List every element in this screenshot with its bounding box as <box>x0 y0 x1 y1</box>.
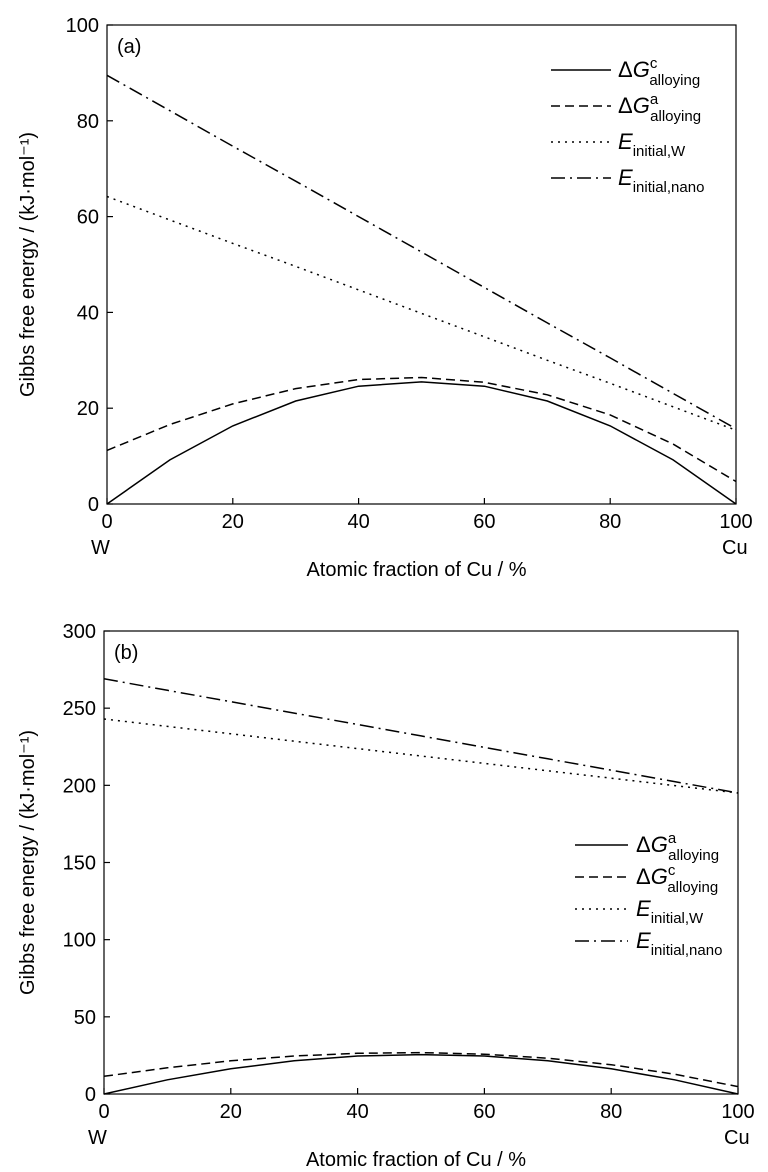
legend-entry-dGa: ΔGa alloying <box>618 91 701 125</box>
x-tick-label: 80 <box>599 511 621 533</box>
plot-frame <box>103 630 739 1095</box>
x-tick-label: 60 <box>473 1101 495 1123</box>
y-tick-label: 0 <box>88 494 99 516</box>
y-tick-label: 40 <box>77 302 99 324</box>
legend-entry-Einitnano: Einitial,nano <box>636 928 722 959</box>
y-tick-label: 300 <box>63 621 96 643</box>
x-tick-label: 0 <box>98 1101 109 1123</box>
x-tick-label: 20 <box>222 511 244 533</box>
y-tick-label: 0 <box>85 1084 96 1106</box>
series-line-dGc <box>103 1051 739 1088</box>
x-end-label-cu: Cu <box>722 537 748 559</box>
series-line-EinitW <box>103 718 739 794</box>
y-tick-label: 250 <box>63 698 96 720</box>
x-tick-label: 40 <box>346 1101 368 1123</box>
series-line-Einitnano <box>106 74 737 430</box>
x-end-label-w: W <box>88 1127 107 1149</box>
x-tick-label: 0 <box>101 511 112 533</box>
y-axis-title: Gibbs free energy / (kJ·mol⁻¹) <box>17 132 39 397</box>
y-tick-label: 60 <box>77 207 99 229</box>
x-axis-title: Atomic fraction of Cu / % <box>306 559 526 581</box>
panel-label: (b) <box>114 642 138 664</box>
y-tick-label: 50 <box>74 1007 96 1029</box>
panel-label: (a) <box>117 36 141 58</box>
x-tick-label: 20 <box>220 1101 242 1123</box>
series-line-EinitW <box>106 195 737 431</box>
series-line-Einitnano <box>103 678 739 794</box>
x-end-label-w: W <box>91 537 110 559</box>
x-axis-title: Atomic fraction of Cu / % <box>306 1149 526 1171</box>
y-tick-label: 100 <box>66 15 99 37</box>
y-tick-label: 20 <box>77 398 99 420</box>
plot-frame <box>106 24 737 505</box>
y-tick-label: 200 <box>63 775 96 797</box>
x-tick-label: 60 <box>473 511 495 533</box>
legend-entry-EinitW: Einitial,W <box>636 896 704 927</box>
series-line-dGc <box>106 381 737 505</box>
series-line-dGa <box>106 376 737 483</box>
chart-panel-b: 0 20 40 60 80 100 0 50 100 150 200 250 300 W Cu Atomic … <box>17 621 755 1171</box>
x-tick-label: 100 <box>719 511 752 533</box>
y-tick-label: 150 <box>63 853 96 875</box>
x-tick-label: 80 <box>600 1101 622 1123</box>
x-tick-label: 40 <box>347 511 369 533</box>
legend-entry-Einitnano: Einitial,nano <box>618 165 704 196</box>
x-tick-label: 100 <box>721 1101 754 1123</box>
legend-entry-dGc: ΔGc alloying <box>636 862 718 896</box>
x-end-label-cu: Cu <box>724 1127 750 1149</box>
legend-entry-dGa: ΔGa alloying <box>636 830 719 864</box>
chart-panel-a: 0 20 40 60 80 100 0 20 40 60 80 100 W Cu Atomic fracti… <box>17 15 753 581</box>
y-tick-label: 80 <box>77 111 99 133</box>
y-axis-title: Gibbs free energy / (kJ·mol⁻¹) <box>17 730 39 995</box>
legend-entry-dGc: ΔGc alloying <box>618 55 700 89</box>
y-tick-label: 100 <box>63 930 96 952</box>
legend-entry-EinitW: Einitial,W <box>618 129 686 160</box>
series-line-dGa <box>103 1053 739 1095</box>
